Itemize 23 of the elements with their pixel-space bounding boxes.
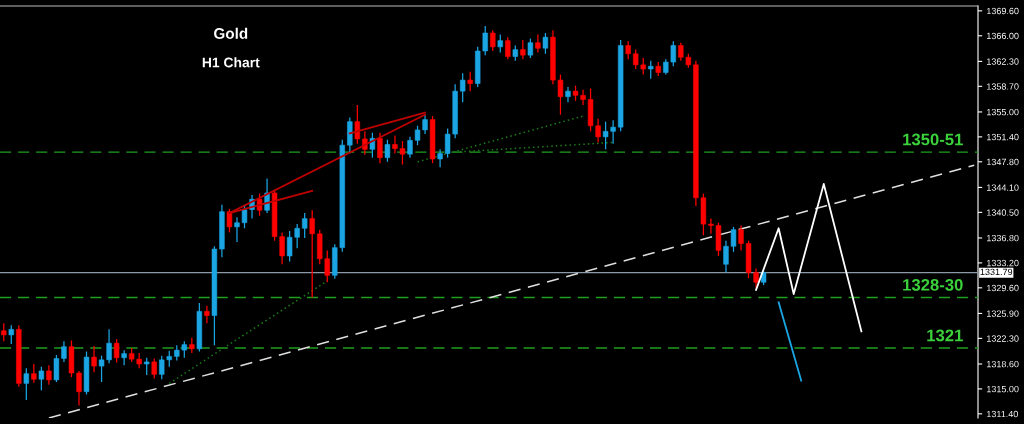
y-tick-label: 1315.00 (987, 385, 1019, 393)
y-tick-label: 1318.60 (987, 360, 1019, 368)
annotation: 1321 (927, 329, 963, 342)
y-tick-label: 1366.00 (987, 32, 1019, 40)
text: Gold (214, 27, 248, 39)
y-tick-label: 1344.10 (987, 184, 1019, 191)
y-tick-label: 1355.00 (987, 108, 1019, 116)
y-tick-label: 1311.40 (987, 410, 1018, 418)
y-tick-label: 1333.20 (987, 259, 1019, 267)
y-tick-label: 1322.30 (987, 335, 1019, 342)
text: H1 Chart (202, 57, 260, 68)
y-tick-label: 1325.90 (987, 310, 1019, 317)
annotation: 1328-30 (903, 278, 963, 291)
y-tick-label: 1358.70 (987, 83, 1019, 90)
y-tick-label: 1336.80 (987, 234, 1019, 242)
y-tick-label: 1362.30 (987, 58, 1019, 65)
y-tick-label: 1340.50 (987, 209, 1019, 216)
ref-line-label: 1331.79 (980, 268, 1013, 276)
y-tick-label: 1369.60 (987, 7, 1019, 15)
y-tick-label: 1329.60 (987, 284, 1019, 292)
y-tick-label: 1351.40 (987, 133, 1019, 141)
y-tick-label: 1347.80 (987, 158, 1019, 166)
annotation: 1350-51 (903, 133, 963, 146)
